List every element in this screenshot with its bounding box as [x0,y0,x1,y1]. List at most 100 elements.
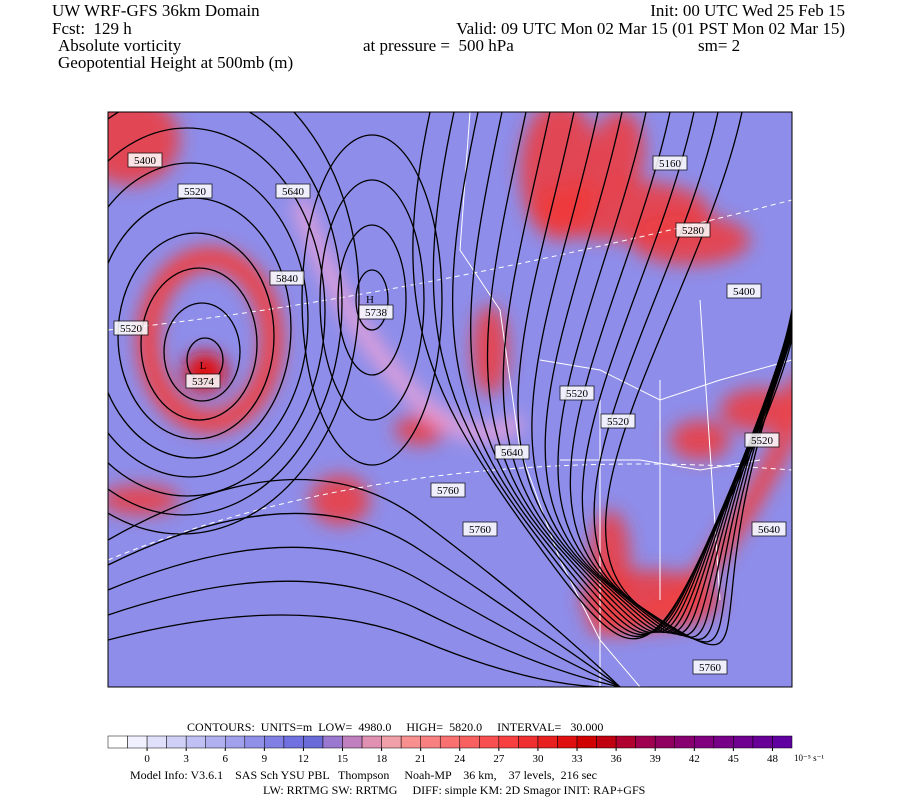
colorbar-swatch [479,735,500,749]
colorbar-swatch [400,735,421,749]
contour [108,112,343,516]
contour [301,134,443,466]
contour-label: 5760 [437,485,460,497]
colorbar-swatch [576,735,597,749]
vorticity-max [108,112,180,185]
contour-label: 5640 [282,186,305,198]
colorbar-tick-label: 45 [728,753,740,765]
colorbar-swatch [420,735,441,749]
label-box [751,521,787,537]
smoothing: sm= 2 [698,36,740,55]
colorbar-swatch [146,735,167,749]
contour-label: 5160 [659,158,682,170]
label-box [358,304,394,320]
contour [593,112,792,643]
title: UW WRF-GFS 36km Domain [52,1,260,20]
vorticity-max [472,305,508,395]
colorbar-swatch [713,735,734,749]
label-box [559,385,595,401]
contour-field: Geopotential Height at 500mb (m) [58,53,293,72]
colorbar-swatch [283,735,304,749]
contour [108,546,621,687]
contour [531,112,792,634]
contour-label: 5280 [682,225,705,237]
vorticity-max [670,420,730,460]
contour-label: 5400 [134,155,157,167]
contour-label: 5400 [733,286,756,298]
colorbar-swatch [772,735,793,749]
colorbar-swatch [127,735,148,749]
colorbar-swatch [244,735,265,749]
contour [108,580,621,687]
colorbar-tick-label: 12 [298,753,309,765]
center-marker: H [366,294,374,306]
contour [412,112,792,640]
colorbar-swatch [185,735,206,749]
valid-time: Valid: 09 UTC Mon 02 Mar 15 (01 PST Mon … [456,19,845,38]
colorbar-tick-label: 3 [183,753,189,765]
contour [108,512,621,687]
model-info: Model Info: V3.6.1 SAS Sch YSU PBL Thomp… [130,768,597,782]
colorbar-swatch [107,735,128,749]
colorbar-swatch [498,735,519,749]
contour [569,112,792,638]
contour [140,267,258,421]
contour [319,179,425,421]
colorbar-tick-label: 24 [454,753,466,765]
label-box [652,155,688,171]
contour [108,614,620,687]
contour [337,224,407,376]
colorbar-tick-label: 6 [223,753,229,765]
label-box [275,183,311,199]
colorbar-tick-label: 30 [532,753,544,765]
colorbar-tick-label: 15 [337,753,349,765]
colorbar-swatch [518,735,539,749]
label-box [744,432,780,448]
physics-info: LW: RRTMG SW: RRTMG DIFF: simple KM: 2D … [263,783,645,797]
contour [581,112,792,640]
contour [108,127,326,497]
contour [557,112,792,637]
colorbar-swatch [166,735,187,749]
contour-label: 5520 [184,186,207,198]
pressure-level: at pressure = 500 hPa [363,36,514,55]
contours-info: CONTOURS: UNITS=m LOW= 4980.0 HIGH= 5820… [187,720,603,734]
colorbar-tick-label: 0 [144,753,150,765]
vorticity-ring [137,247,283,433]
colorbar-tick-label: 9 [262,753,268,765]
vorticity-max [630,215,750,265]
contour-label: 5760 [699,662,722,674]
center-marker: L [200,360,207,372]
colorbar-swatch [635,735,656,749]
contour [355,269,389,331]
contour-label: 5374 [192,376,215,388]
colorbar-swatch [654,735,675,749]
contour-label: 5520 [120,323,143,335]
colorbar-swatch [303,735,324,749]
colorbar-swatch [381,735,402,749]
forecast-hour: Fcst: 129 h [52,19,132,38]
label-box [127,152,163,168]
colorbar-swatch [439,735,461,749]
label-box [494,444,530,460]
vorticity-max [720,388,792,432]
colorbar-swatch [733,735,754,749]
border-line [699,299,721,601]
label-box [269,270,305,286]
vorticity-band [292,197,525,442]
contour-label: 5738 [365,307,388,319]
colorbar-swatch [205,735,226,749]
label-box [692,659,728,675]
colorbar-swatch [557,735,578,749]
colorbar-unit: 10⁻⁵ s⁻¹ [794,753,824,763]
border-line [108,199,792,331]
vorticity-band [586,374,792,635]
label-box [113,320,149,336]
colorbar-swatch [596,735,617,749]
label-box [600,413,636,429]
colorbar-tick-label: 48 [767,753,779,765]
contour-label: 5640 [758,524,781,536]
map-frame [107,111,793,688]
